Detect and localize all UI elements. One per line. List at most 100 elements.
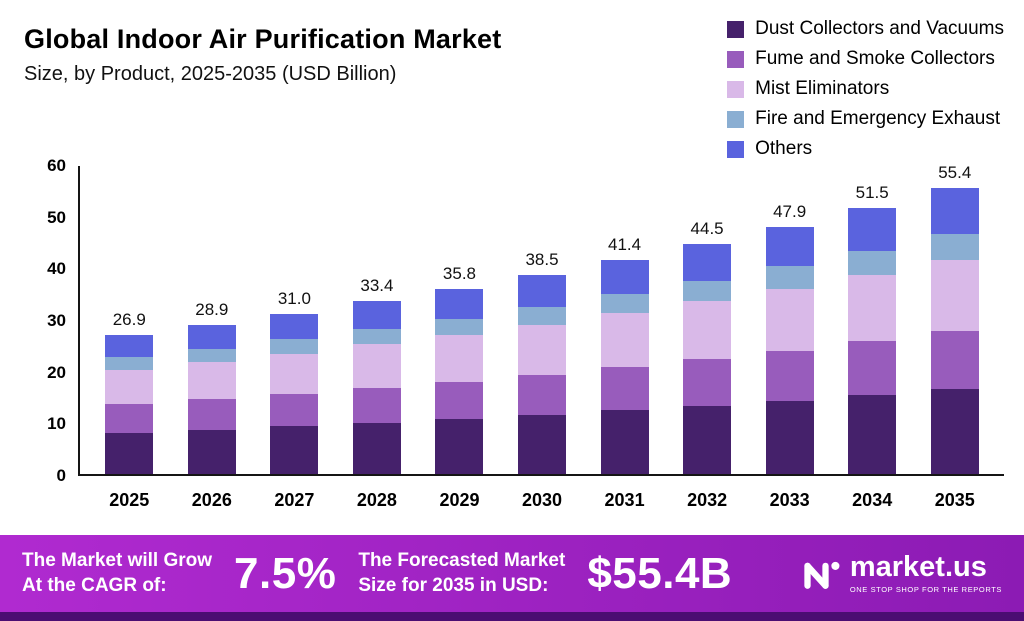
bar-total-label: 51.5	[855, 182, 889, 202]
bar-stack	[187, 324, 236, 474]
bar-segment-fume-and-smoke-collectors	[930, 331, 979, 390]
cagr-value: 7.5%	[234, 548, 337, 598]
cagr-label: The Market will Grow At the CAGR of:	[22, 549, 212, 598]
bar-segment-fire-and-emergency-exhaust	[683, 280, 732, 302]
bar-segment-mist-eliminators	[600, 313, 649, 368]
bar-segment-fume-and-smoke-collectors	[270, 393, 319, 427]
x-tick-label: 2029	[439, 490, 480, 510]
bar-segment-dust-collectors-and-vacuums	[105, 432, 154, 474]
y-axis: 0 10 20 30 40 50 60	[20, 156, 78, 485]
bar-segment-others	[187, 324, 236, 349]
x-tick-label: 2032	[687, 490, 728, 510]
x-tick-label: 2035	[934, 490, 975, 510]
bar-column-2025: 26.9	[88, 310, 171, 474]
bar-stack	[848, 207, 897, 474]
brand-name: market.us	[849, 551, 987, 583]
bar-segment-dust-collectors-and-vacuums	[600, 410, 649, 474]
bar-column-2030: 38.5	[501, 250, 584, 474]
bar-column-2032: 44.5	[666, 219, 749, 474]
cagr-label-line2: At the CAGR of:	[22, 574, 167, 596]
bar-segment-others	[105, 335, 154, 358]
forecast-value: $55.4B	[587, 548, 733, 598]
plot-area: 0 10 20 30 40 50 60 26.9 28.9 31.0 33.4 35.8 38.5 41…	[20, 156, 1004, 511]
bar-segment-dust-collectors-and-vacuums	[518, 415, 566, 474]
bar-segment-fire-and-emergency-exhaust	[105, 357, 154, 370]
bar-segment-mist-eliminators	[352, 344, 401, 388]
bar-segment-fire-and-emergency-exhaust	[352, 328, 401, 345]
bar-segment-fire-and-emergency-exhaust	[435, 318, 484, 336]
bar-stack	[435, 289, 484, 474]
bar-total-label: 33.4	[360, 276, 394, 296]
y-tick-label: 50	[47, 207, 66, 227]
bar-total-label: 41.4	[608, 235, 642, 255]
brand-text-block: market.us ONE STOP SHOP FOR THE REPORTS	[849, 551, 1002, 595]
bar-column-2035: 55.4	[913, 163, 996, 474]
bar-segment-others	[435, 289, 484, 319]
chart-title: Global Indoor Air Purification Market	[24, 24, 502, 54]
legend-swatch	[727, 50, 745, 68]
bar-segment-fume-and-smoke-collectors	[435, 381, 484, 420]
bar-segment-dust-collectors-and-vacuums	[435, 419, 484, 474]
bar-column-2027: 31.0	[253, 289, 336, 474]
bar-total-label: 55.4	[938, 162, 972, 182]
bar-segment-fire-and-emergency-exhaust	[187, 348, 236, 362]
bar-stack	[105, 335, 154, 474]
bar-segment-mist-eliminators	[105, 369, 154, 405]
x-tick-label: 2030	[521, 490, 563, 510]
bar-segment-mist-eliminators	[848, 274, 897, 342]
bar-segment-fume-and-smoke-collectors	[848, 341, 897, 395]
bar-segment-fume-and-smoke-collectors	[765, 350, 814, 401]
legend-swatch	[727, 140, 745, 158]
bar-segment-fume-and-smoke-collectors	[187, 399, 236, 430]
bar-segment-mist-eliminators	[270, 353, 319, 394]
legend-label: Fume and Smoke Collectors	[755, 48, 995, 69]
bar-segment-dust-collectors-and-vacuums	[765, 400, 814, 474]
bottom-strip	[0, 612, 1024, 621]
bar-segment-fire-and-emergency-exhaust	[518, 306, 566, 325]
bar-plot: 26.9 28.9 31.0 33.4 35.8 38.5 41.4 44.5 47.9 51.5…	[78, 163, 1004, 476]
legend-item-fire-and-emergency-exhaust: Fire and Emergency Exhaust	[727, 108, 1004, 130]
y-tick-label: 20	[47, 362, 66, 382]
bar-segment-fire-and-emergency-exhaust	[270, 339, 319, 354]
bar-column-2033: 47.9	[748, 202, 831, 474]
bar-total-label: 35.8	[442, 264, 476, 284]
bar-column-2034: 51.5	[831, 183, 914, 474]
bar-segment-fume-and-smoke-collectors	[518, 374, 566, 416]
bar-segment-fire-and-emergency-exhaust	[600, 294, 649, 314]
legend-item-dust-collectors-and-vacuums: Dust Collectors and Vacuums	[727, 18, 1004, 40]
legend: Dust Collectors and Vacuums Fume and Smok…	[727, 18, 1004, 160]
bar-segment-others	[683, 244, 732, 281]
bar-stack	[600, 260, 649, 474]
bar-total-label: 28.9	[195, 299, 229, 319]
x-tick-label: 2026	[191, 490, 232, 510]
brand-tagline: ONE STOP SHOP FOR THE REPORTS	[849, 585, 1002, 594]
legend-item-fume-and-smoke-collectors: Fume and Smoke Collectors	[727, 48, 1004, 70]
bar-segment-mist-eliminators	[435, 335, 484, 382]
title-block: Global Indoor Air Purification Market Si…	[20, 16, 501, 86]
bar-segment-mist-eliminators	[518, 324, 566, 375]
bar-column-2028: 33.4	[336, 276, 419, 474]
bar-segment-fire-and-emergency-exhaust	[765, 266, 814, 289]
chart-subtitle: Size, by Product, 2025-2035 (USD Billion…	[24, 63, 397, 85]
legend-swatch	[727, 80, 745, 98]
bar-segment-others	[352, 301, 401, 329]
bar-total-label: 26.9	[112, 310, 146, 330]
brand-logo: market.us ONE STOP SHOP FOR THE REPORTS	[801, 553, 1002, 594]
chart-header: Global Indoor Air Purification Market Si…	[20, 16, 1004, 160]
bar-segment-fume-and-smoke-collectors	[683, 359, 732, 406]
y-tick-label: 0	[56, 466, 66, 485]
plot-outer: 26.9 28.9 31.0 33.4 35.8 38.5 41.4 44.5 47.9 51.5…	[78, 163, 1004, 511]
chart-figure: Global Indoor Air Purification Market Si…	[20, 16, 1004, 511]
bar-stack	[683, 244, 732, 474]
x-tick-label: 2031	[604, 490, 645, 510]
cagr-label-line1: The Market will Grow	[22, 549, 213, 571]
bar-segment-fume-and-smoke-collectors	[105, 404, 154, 433]
bar-segment-others	[848, 207, 897, 251]
bar-segment-dust-collectors-and-vacuums	[930, 389, 979, 474]
legend-swatch	[727, 20, 745, 38]
bar-stack	[352, 301, 401, 474]
bar-segment-fire-and-emergency-exhaust	[848, 250, 897, 275]
bar-segment-mist-eliminators	[683, 301, 732, 360]
bar-segment-fume-and-smoke-collectors	[352, 387, 401, 423]
bar-segment-others	[930, 187, 979, 234]
